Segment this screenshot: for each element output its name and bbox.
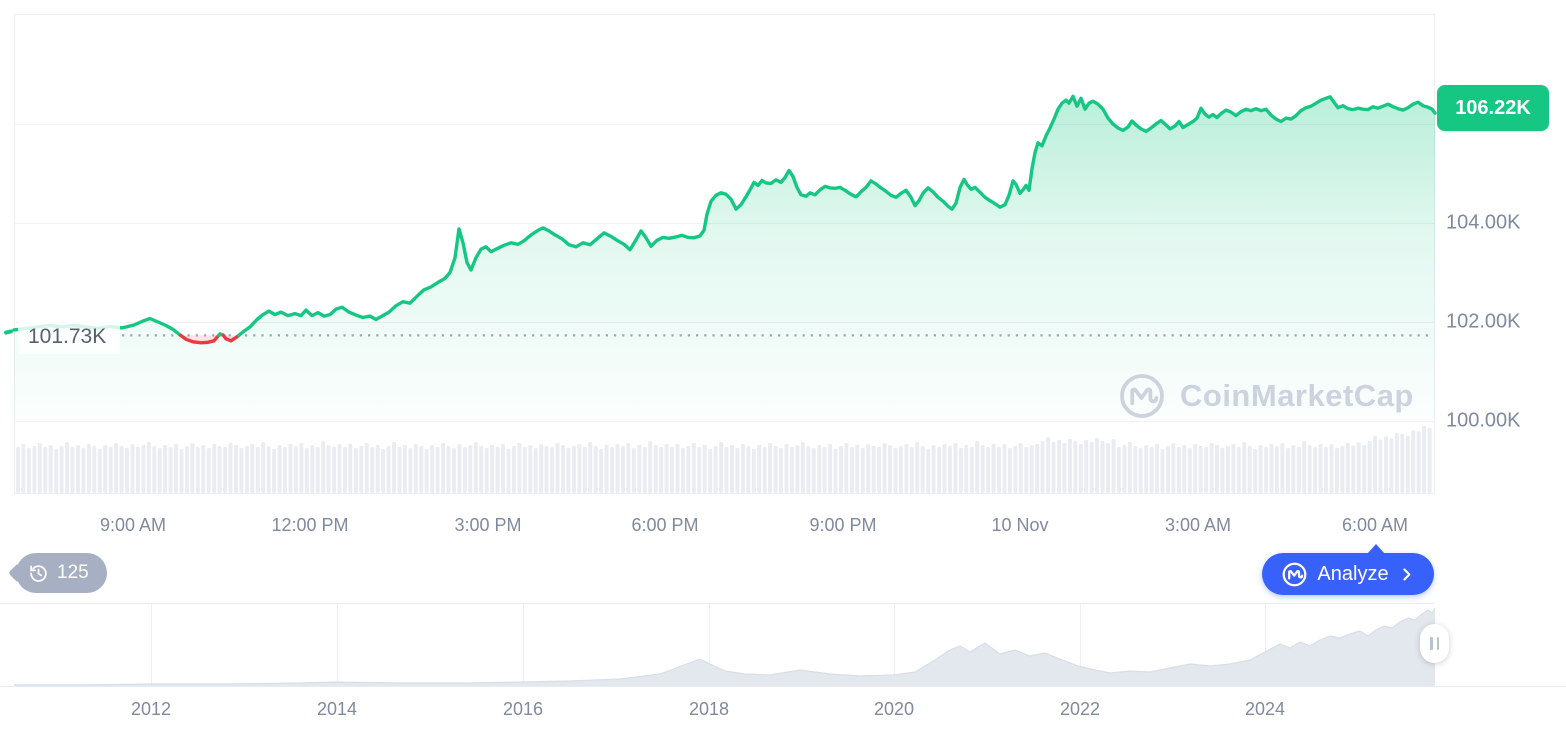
navigator-drag-handle[interactable] [1420, 624, 1449, 663]
current-price-badge: 106.22K [1437, 85, 1549, 131]
y-axis-label: 104.00K [1446, 211, 1521, 234]
prev-close-backdrop [18, 319, 120, 354]
x-axis-label: 12:00 PM [271, 515, 349, 535]
main-price-chart[interactable] [0, 0, 1566, 560]
analyze-button-label: Analyze [1317, 562, 1389, 585]
range-navigator[interactable] [0, 603, 1566, 687]
coinmarketcap-watermark: CoinMarketCap [1118, 372, 1414, 420]
x-axis-label: 3:00 AM [1164, 515, 1232, 535]
analyze-button[interactable]: Analyze [1262, 544, 1434, 595]
pause-bars-icon [1430, 637, 1433, 650]
x-axis-label: 10 Nov [991, 515, 1049, 535]
prev-close-label: 101.73K [28, 325, 107, 348]
history-count-badge[interactable]: 125 [16, 553, 107, 593]
x-axis-label: 9:00 PM [809, 515, 877, 535]
chevron-right-icon [1402, 567, 1410, 581]
x-axis-label: 3:00 PM [454, 515, 522, 535]
pause-bars-icon [1436, 637, 1439, 650]
nav-year-label: 2024 [1244, 699, 1286, 719]
nav-year-label: 2020 [873, 699, 915, 719]
nav-year-label: 2012 [130, 699, 172, 719]
nav-year-label: 2018 [688, 699, 730, 719]
nav-year-label: 2022 [1059, 699, 1101, 719]
x-axis-label: 9:00 AM [99, 515, 167, 535]
nav-year-label: 2016 [502, 699, 544, 719]
y-axis-label: 102.00K [1446, 310, 1521, 333]
analyze-pointer-arrow [1367, 544, 1385, 554]
nav-year-label: 2014 [316, 699, 358, 719]
history-count-value: 125 [57, 562, 89, 583]
watermark-text: CoinMarketCap [1180, 378, 1414, 413]
y-axis-label: 100.00K [1446, 409, 1521, 432]
coinmarketcap-logo-icon [1282, 562, 1307, 586]
x-axis-label: 6:00 AM [1341, 515, 1409, 535]
x-axis-label: 6:00 PM [631, 515, 699, 535]
history-clock-icon [30, 564, 47, 582]
coinmarketcap-logo-icon [1120, 374, 1164, 418]
